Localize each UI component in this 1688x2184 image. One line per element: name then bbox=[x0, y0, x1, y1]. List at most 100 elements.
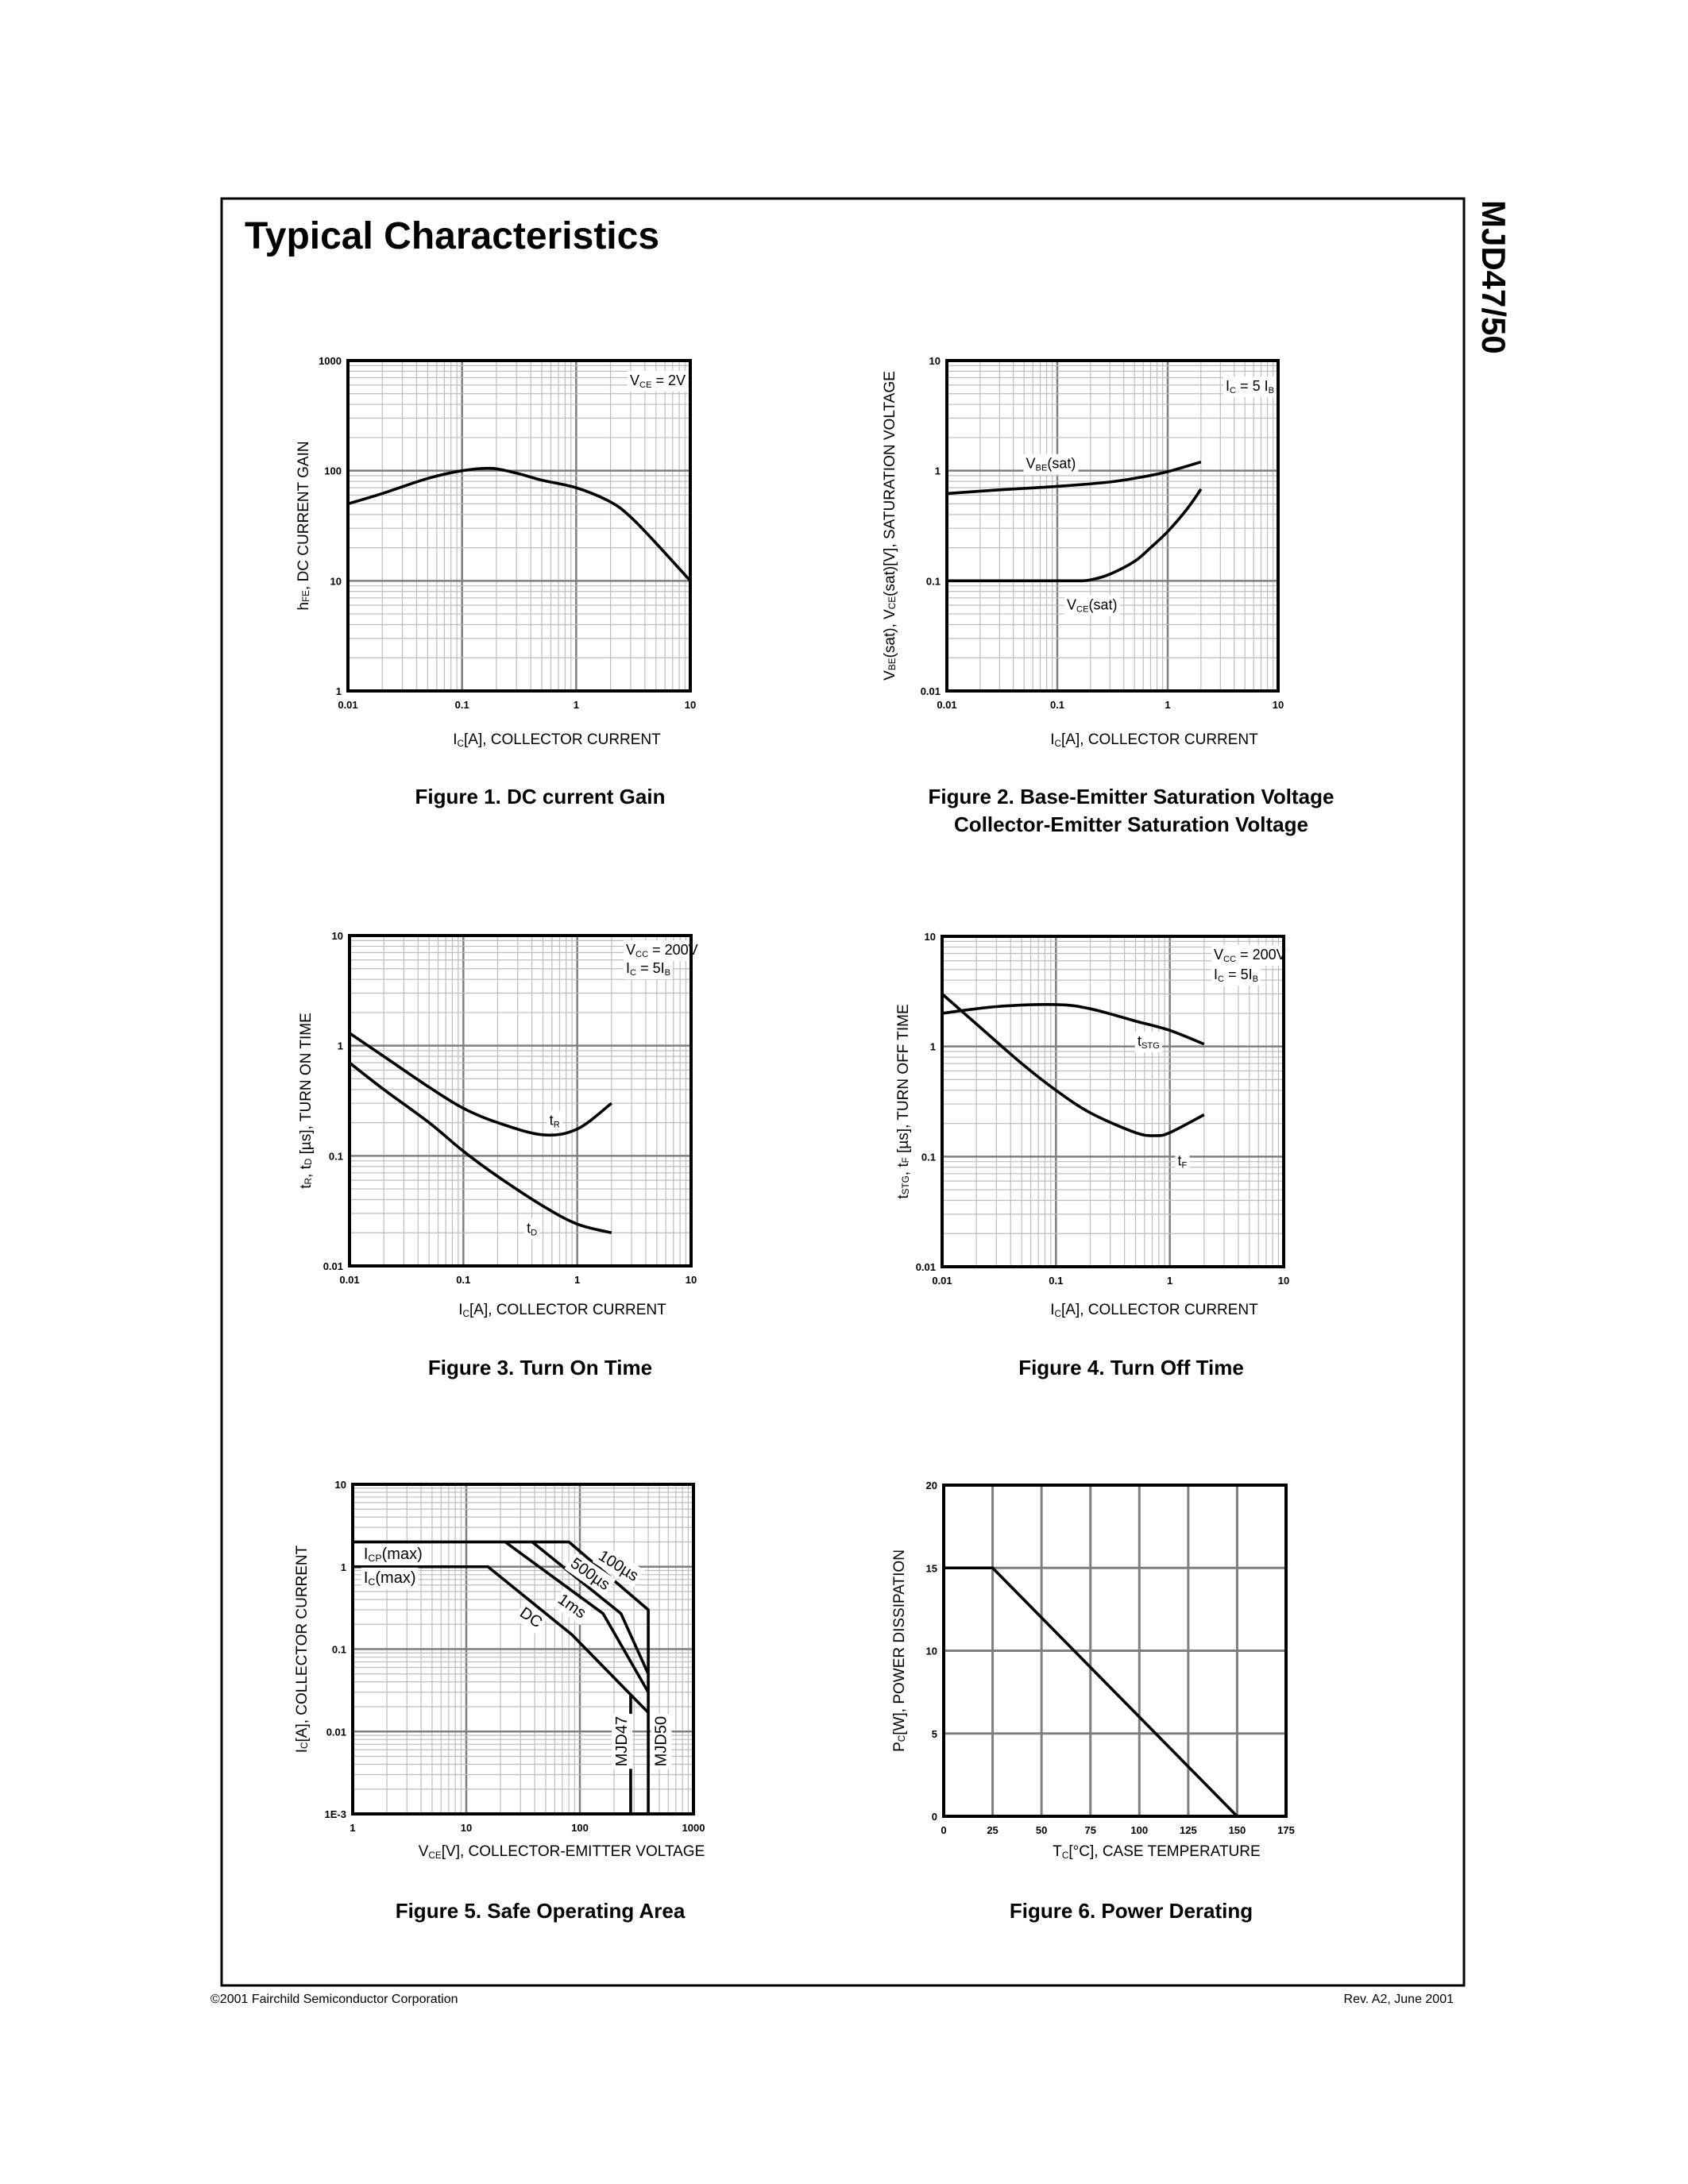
x-tick-label: 125 bbox=[1180, 1824, 1197, 1836]
subscript: BE bbox=[887, 658, 898, 670]
annotation-text: VCC = 200V bbox=[626, 942, 698, 959]
subscript: STG bbox=[901, 1175, 911, 1194]
series-line-tR bbox=[348, 1032, 612, 1137]
subscript: C bbox=[463, 1309, 470, 1319]
grid bbox=[947, 361, 1278, 691]
x-tick-label: 175 bbox=[1277, 1824, 1295, 1836]
subscript: CE bbox=[887, 596, 898, 609]
series-line-VBEsat bbox=[946, 460, 1202, 496]
x-axis-label: IC[A], COLLECTOR CURRENT bbox=[1050, 731, 1258, 749]
text-run: = 2V bbox=[652, 372, 686, 388]
subscript: D bbox=[303, 1159, 314, 1166]
grid bbox=[353, 1484, 693, 1814]
text-run: I bbox=[1214, 967, 1218, 982]
subscript: C bbox=[1230, 386, 1236, 396]
subscript: B bbox=[665, 968, 670, 978]
chart-annotation: MJD50 bbox=[651, 1713, 672, 1769]
chart-annotation: VCC = 200V bbox=[1211, 945, 1288, 966]
subscript: CE bbox=[428, 1850, 441, 1861]
text-run: I bbox=[1050, 731, 1054, 748]
x-tick-label: 75 bbox=[1084, 1824, 1095, 1836]
annotation-text: IC = 5IB bbox=[626, 960, 670, 978]
text-run: = 5I bbox=[636, 960, 665, 976]
subscript: STG bbox=[1141, 1041, 1160, 1051]
text-run: (sat), V bbox=[882, 609, 898, 658]
x-tick-label: 0.1 bbox=[456, 1274, 470, 1286]
figure-caption: Figure 6. Power Derating bbox=[1010, 1899, 1253, 1923]
annotation-background bbox=[1223, 376, 1277, 397]
annotation-background bbox=[1023, 453, 1079, 475]
annotation-text: MJD50 bbox=[652, 1716, 670, 1766]
text-run: t bbox=[1138, 1033, 1141, 1049]
x-tick-label: 0.1 bbox=[1049, 1275, 1063, 1287]
text-run: [A], COLLECTOR CURRENT bbox=[469, 1302, 666, 1318]
x-axis-label: IC[A], COLLECTOR CURRENT bbox=[1050, 1302, 1258, 1319]
subscript: C bbox=[1062, 1850, 1069, 1861]
x-tick-label: 1 bbox=[350, 1822, 355, 1834]
plot-background bbox=[348, 361, 690, 691]
text-run: [W], POWER DISSIPATION bbox=[891, 1549, 908, 1735]
annotation-background bbox=[513, 1601, 548, 1634]
plot-frame bbox=[351, 1483, 695, 1815]
text-run: P bbox=[891, 1742, 908, 1752]
figure-caption: Figure 3. Turn On Time bbox=[428, 1356, 652, 1379]
annotation-background bbox=[1211, 945, 1288, 966]
text-run: [A], COLLECTOR CURRENT bbox=[1061, 1302, 1258, 1318]
annotation-background bbox=[1211, 965, 1261, 986]
text-run: [µs], TURN ON TIME bbox=[298, 1013, 315, 1158]
footer-revision: Rev. A2, June 2001 bbox=[1344, 1993, 1454, 2006]
plot-frame bbox=[348, 934, 693, 1268]
text-run: T bbox=[1053, 1843, 1062, 1860]
text-run: V bbox=[630, 372, 639, 388]
x-tick-label: 10 bbox=[461, 1822, 472, 1834]
y-tick-label: 10 bbox=[332, 930, 343, 942]
text-run: [A], COLLECTOR CURRENT bbox=[294, 1545, 311, 1742]
text-run: = 200V bbox=[1236, 947, 1286, 963]
text-run: (sat) bbox=[1089, 596, 1118, 612]
x-tick-label: 50 bbox=[1036, 1824, 1047, 1836]
y-axis-label: VBE(sat), VCE(sat)[V], SATURATION VOLTAG… bbox=[882, 371, 898, 681]
y-tick-label: 0.01 bbox=[323, 1260, 343, 1272]
y-tick-label: 10 bbox=[929, 355, 941, 367]
subscript: C bbox=[1218, 974, 1224, 984]
annotation-background bbox=[592, 1544, 645, 1588]
y-tick-label: 1 bbox=[930, 1041, 936, 1053]
subscript: CE bbox=[1076, 604, 1089, 614]
plot-frame bbox=[346, 359, 692, 693]
subscript: C bbox=[368, 1576, 375, 1588]
series-line-DC bbox=[353, 1565, 650, 1714]
y-tick-label: 1 bbox=[336, 685, 342, 697]
subscript: CC bbox=[635, 950, 648, 959]
subscript: C bbox=[458, 739, 465, 749]
x-tick-label: 10 bbox=[1273, 699, 1284, 711]
text-run: [A], COLLECTOR CURRENT bbox=[464, 731, 661, 748]
text-run: I bbox=[458, 1302, 462, 1318]
series-line bbox=[347, 466, 692, 582]
y-tick-label: 0.01 bbox=[916, 1261, 936, 1273]
text-run: = 5I bbox=[1224, 967, 1253, 982]
chart-annotation: VBE(sat) bbox=[1023, 453, 1079, 475]
y-tick-label: 0.1 bbox=[926, 575, 941, 587]
y-tick-label: 1 bbox=[935, 465, 941, 477]
annotation-background bbox=[551, 1588, 593, 1625]
y-tick-label: 1 bbox=[341, 1561, 346, 1573]
annotation-background bbox=[564, 1552, 616, 1597]
chart-annotation: ICP(max) bbox=[361, 1544, 425, 1566]
y-axis-label: tR, tD [µs], TURN ON TIME bbox=[298, 1013, 315, 1189]
subscript: F bbox=[901, 1157, 911, 1163]
y-tick-label: 0.1 bbox=[332, 1644, 346, 1656]
figure-caption: Figure 5. Safe Operating Area bbox=[396, 1899, 686, 1923]
text-run: V bbox=[882, 670, 898, 681]
text-run: V bbox=[1026, 456, 1036, 472]
plot-frame bbox=[945, 359, 1280, 693]
series-line bbox=[944, 1566, 1238, 1818]
grid bbox=[350, 936, 691, 1266]
text-run: [A], COLLECTOR CURRENT bbox=[1061, 731, 1258, 748]
text-run: I bbox=[1226, 378, 1230, 394]
text-run: [V], COLLECTOR-EMITTER VOLTAGE bbox=[442, 1843, 705, 1860]
figure-caption: Figure 4. Turn Off Time bbox=[1018, 1356, 1244, 1379]
subscript: C bbox=[897, 1734, 907, 1742]
